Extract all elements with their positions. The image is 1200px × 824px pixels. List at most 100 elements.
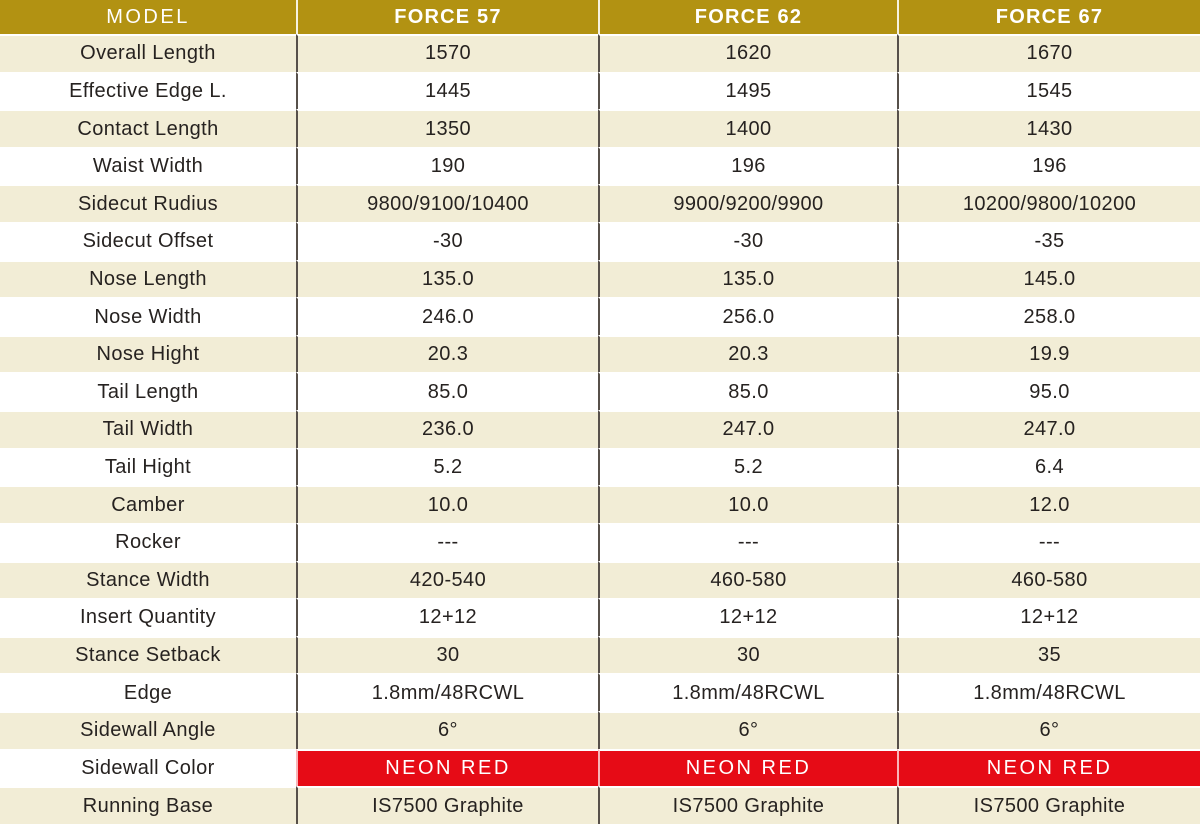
spec-row: Stance Setback 30 30 35 xyxy=(0,635,1200,674)
value-cell-force-67: 145.0 xyxy=(897,259,1200,298)
spec-row: Tail Width 236.0 247.0 247.0 xyxy=(0,410,1200,448)
row-label: Sidecut Offset xyxy=(0,222,296,260)
value-cell-force-57: 12+12 xyxy=(296,598,598,636)
row-label: Tail Hight xyxy=(0,447,296,486)
value-cell-force-62: --- xyxy=(598,522,897,561)
spec-row: Overall Length 1570 1620 1670 xyxy=(0,34,1200,72)
value-cell-force-57: 85.0 xyxy=(296,372,598,411)
row-label: Sidewall Angle xyxy=(0,710,296,749)
value-cell-force-57: 6° xyxy=(296,710,598,749)
value-cell-force-67: NEON RED xyxy=(897,748,1200,787)
row-label: Tail Length xyxy=(0,372,296,411)
value-cell-force-62: 20.3 xyxy=(598,334,897,373)
value-cell-force-67: 258.0 xyxy=(897,297,1200,335)
value-cell-force-67: 247.0 xyxy=(897,410,1200,448)
spec-row: Insert Quantity 12+12 12+12 12+12 xyxy=(0,598,1200,636)
spec-row: Effective Edge L. 1445 1495 1545 xyxy=(0,71,1200,110)
row-label: Tail Width xyxy=(0,410,296,448)
value-cell-force-57: NEON RED xyxy=(296,748,598,787)
value-cell-force-57: 1570 xyxy=(296,34,598,72)
value-cell-force-67: 12.0 xyxy=(897,485,1200,523)
value-cell-force-57: 20.3 xyxy=(296,334,598,373)
value-cell-force-62: NEON RED xyxy=(598,748,897,787)
value-cell-force-67: 1545 xyxy=(897,71,1200,110)
header-row: MODEL FORCE 57 FORCE 62 FORCE 67 xyxy=(0,0,1200,34)
value-cell-force-67: 95.0 xyxy=(897,372,1200,411)
value-cell-force-67: --- xyxy=(897,522,1200,561)
spec-row: Sidecut Rudius 9800/9100/10400 9900/9200/9… xyxy=(0,184,1200,223)
spec-row: Edge 1.8mm/48RCWL 1.8mm/48RCWL 1.8mm/48RCWL xyxy=(0,673,1200,711)
spec-row: Nose Length 135.0 135.0 145.0 xyxy=(0,259,1200,298)
value-cell-force-62: 1620 xyxy=(598,34,897,72)
row-label: Contact Length xyxy=(0,109,296,147)
value-cell-force-67: 196 xyxy=(897,146,1200,185)
value-cell-force-57: 135.0 xyxy=(296,259,598,298)
spec-row: Camber 10.0 10.0 12.0 xyxy=(0,485,1200,523)
column-header-force-67: FORCE 67 xyxy=(897,0,1200,34)
row-label: Waist Width xyxy=(0,146,296,185)
row-label: Edge xyxy=(0,673,296,711)
row-label: Insert Quantity xyxy=(0,598,296,636)
value-cell-force-57: IS7500 Graphite xyxy=(296,786,598,824)
spec-row: Sidecut Offset -30 -30 -35 xyxy=(0,222,1200,260)
value-cell-force-57: 246.0 xyxy=(296,297,598,335)
value-cell-force-62: -30 xyxy=(598,222,897,260)
value-cell-force-62: 10.0 xyxy=(598,485,897,523)
row-label: Nose Hight xyxy=(0,334,296,373)
row-label: Nose Width xyxy=(0,297,296,335)
spec-row: Tail Hight 5.2 5.2 6.4 xyxy=(0,447,1200,486)
spec-row: Nose Width 246.0 256.0 258.0 xyxy=(0,297,1200,335)
row-label: Effective Edge L. xyxy=(0,71,296,110)
value-cell-force-62: 9900/9200/9900 xyxy=(598,184,897,223)
value-cell-force-57: 9800/9100/10400 xyxy=(296,184,598,223)
spec-row: Sidewall Color NEON RED NEON RED NEON RED xyxy=(0,748,1200,787)
value-cell-force-67: 1430 xyxy=(897,109,1200,147)
value-cell-force-67: 6° xyxy=(897,710,1200,749)
value-cell-force-57: 236.0 xyxy=(296,410,598,448)
value-cell-force-62: 247.0 xyxy=(598,410,897,448)
row-label: Running Base xyxy=(0,786,296,824)
value-cell-force-67: 460-580 xyxy=(897,560,1200,599)
model-column-header: MODEL xyxy=(0,0,296,34)
value-cell-force-67: 19.9 xyxy=(897,334,1200,373)
value-cell-force-62: 135.0 xyxy=(598,259,897,298)
value-cell-force-57: --- xyxy=(296,522,598,561)
value-cell-force-62: 85.0 xyxy=(598,372,897,411)
value-cell-force-67: IS7500 Graphite xyxy=(897,786,1200,824)
value-cell-force-62: 1.8mm/48RCWL xyxy=(598,673,897,711)
row-label: Overall Length xyxy=(0,34,296,72)
value-cell-force-57: 1445 xyxy=(296,71,598,110)
spec-row: Nose Hight 20.3 20.3 19.9 xyxy=(0,334,1200,373)
spec-row: Running Base IS7500 Graphite IS7500 Graphi… xyxy=(0,786,1200,824)
row-label: Rocker xyxy=(0,522,296,561)
value-cell-force-62: 256.0 xyxy=(598,297,897,335)
value-cell-force-57: 10.0 xyxy=(296,485,598,523)
spec-row: Waist Width 190 196 196 xyxy=(0,146,1200,185)
row-label: Sidecut Rudius xyxy=(0,184,296,223)
value-cell-force-62: IS7500 Graphite xyxy=(598,786,897,824)
row-label: Camber xyxy=(0,485,296,523)
value-cell-force-62: 460-580 xyxy=(598,560,897,599)
value-cell-force-67: 1.8mm/48RCWL xyxy=(897,673,1200,711)
column-header-force-62: FORCE 62 xyxy=(598,0,897,34)
row-label: Nose Length xyxy=(0,259,296,298)
value-cell-force-62: 196 xyxy=(598,146,897,185)
value-cell-force-67: 35 xyxy=(897,635,1200,674)
value-cell-force-62: 1495 xyxy=(598,71,897,110)
spec-row: Tail Length 85.0 85.0 95.0 xyxy=(0,372,1200,411)
value-cell-force-67: -35 xyxy=(897,222,1200,260)
spec-row: Contact Length 1350 1400 1430 xyxy=(0,109,1200,147)
value-cell-force-57: 1350 xyxy=(296,109,598,147)
value-cell-force-67: 1670 xyxy=(897,34,1200,72)
value-cell-force-62: 12+12 xyxy=(598,598,897,636)
row-label: Sidewall Color xyxy=(0,748,296,787)
value-cell-force-67: 6.4 xyxy=(897,447,1200,486)
value-cell-force-62: 5.2 xyxy=(598,447,897,486)
value-cell-force-57: 5.2 xyxy=(296,447,598,486)
value-cell-force-57: 190 xyxy=(296,146,598,185)
value-cell-force-57: 1.8mm/48RCWL xyxy=(296,673,598,711)
row-label: Stance Setback xyxy=(0,635,296,674)
spec-row: Rocker --- --- --- xyxy=(0,522,1200,561)
value-cell-force-67: 10200/9800/10200 xyxy=(897,184,1200,223)
